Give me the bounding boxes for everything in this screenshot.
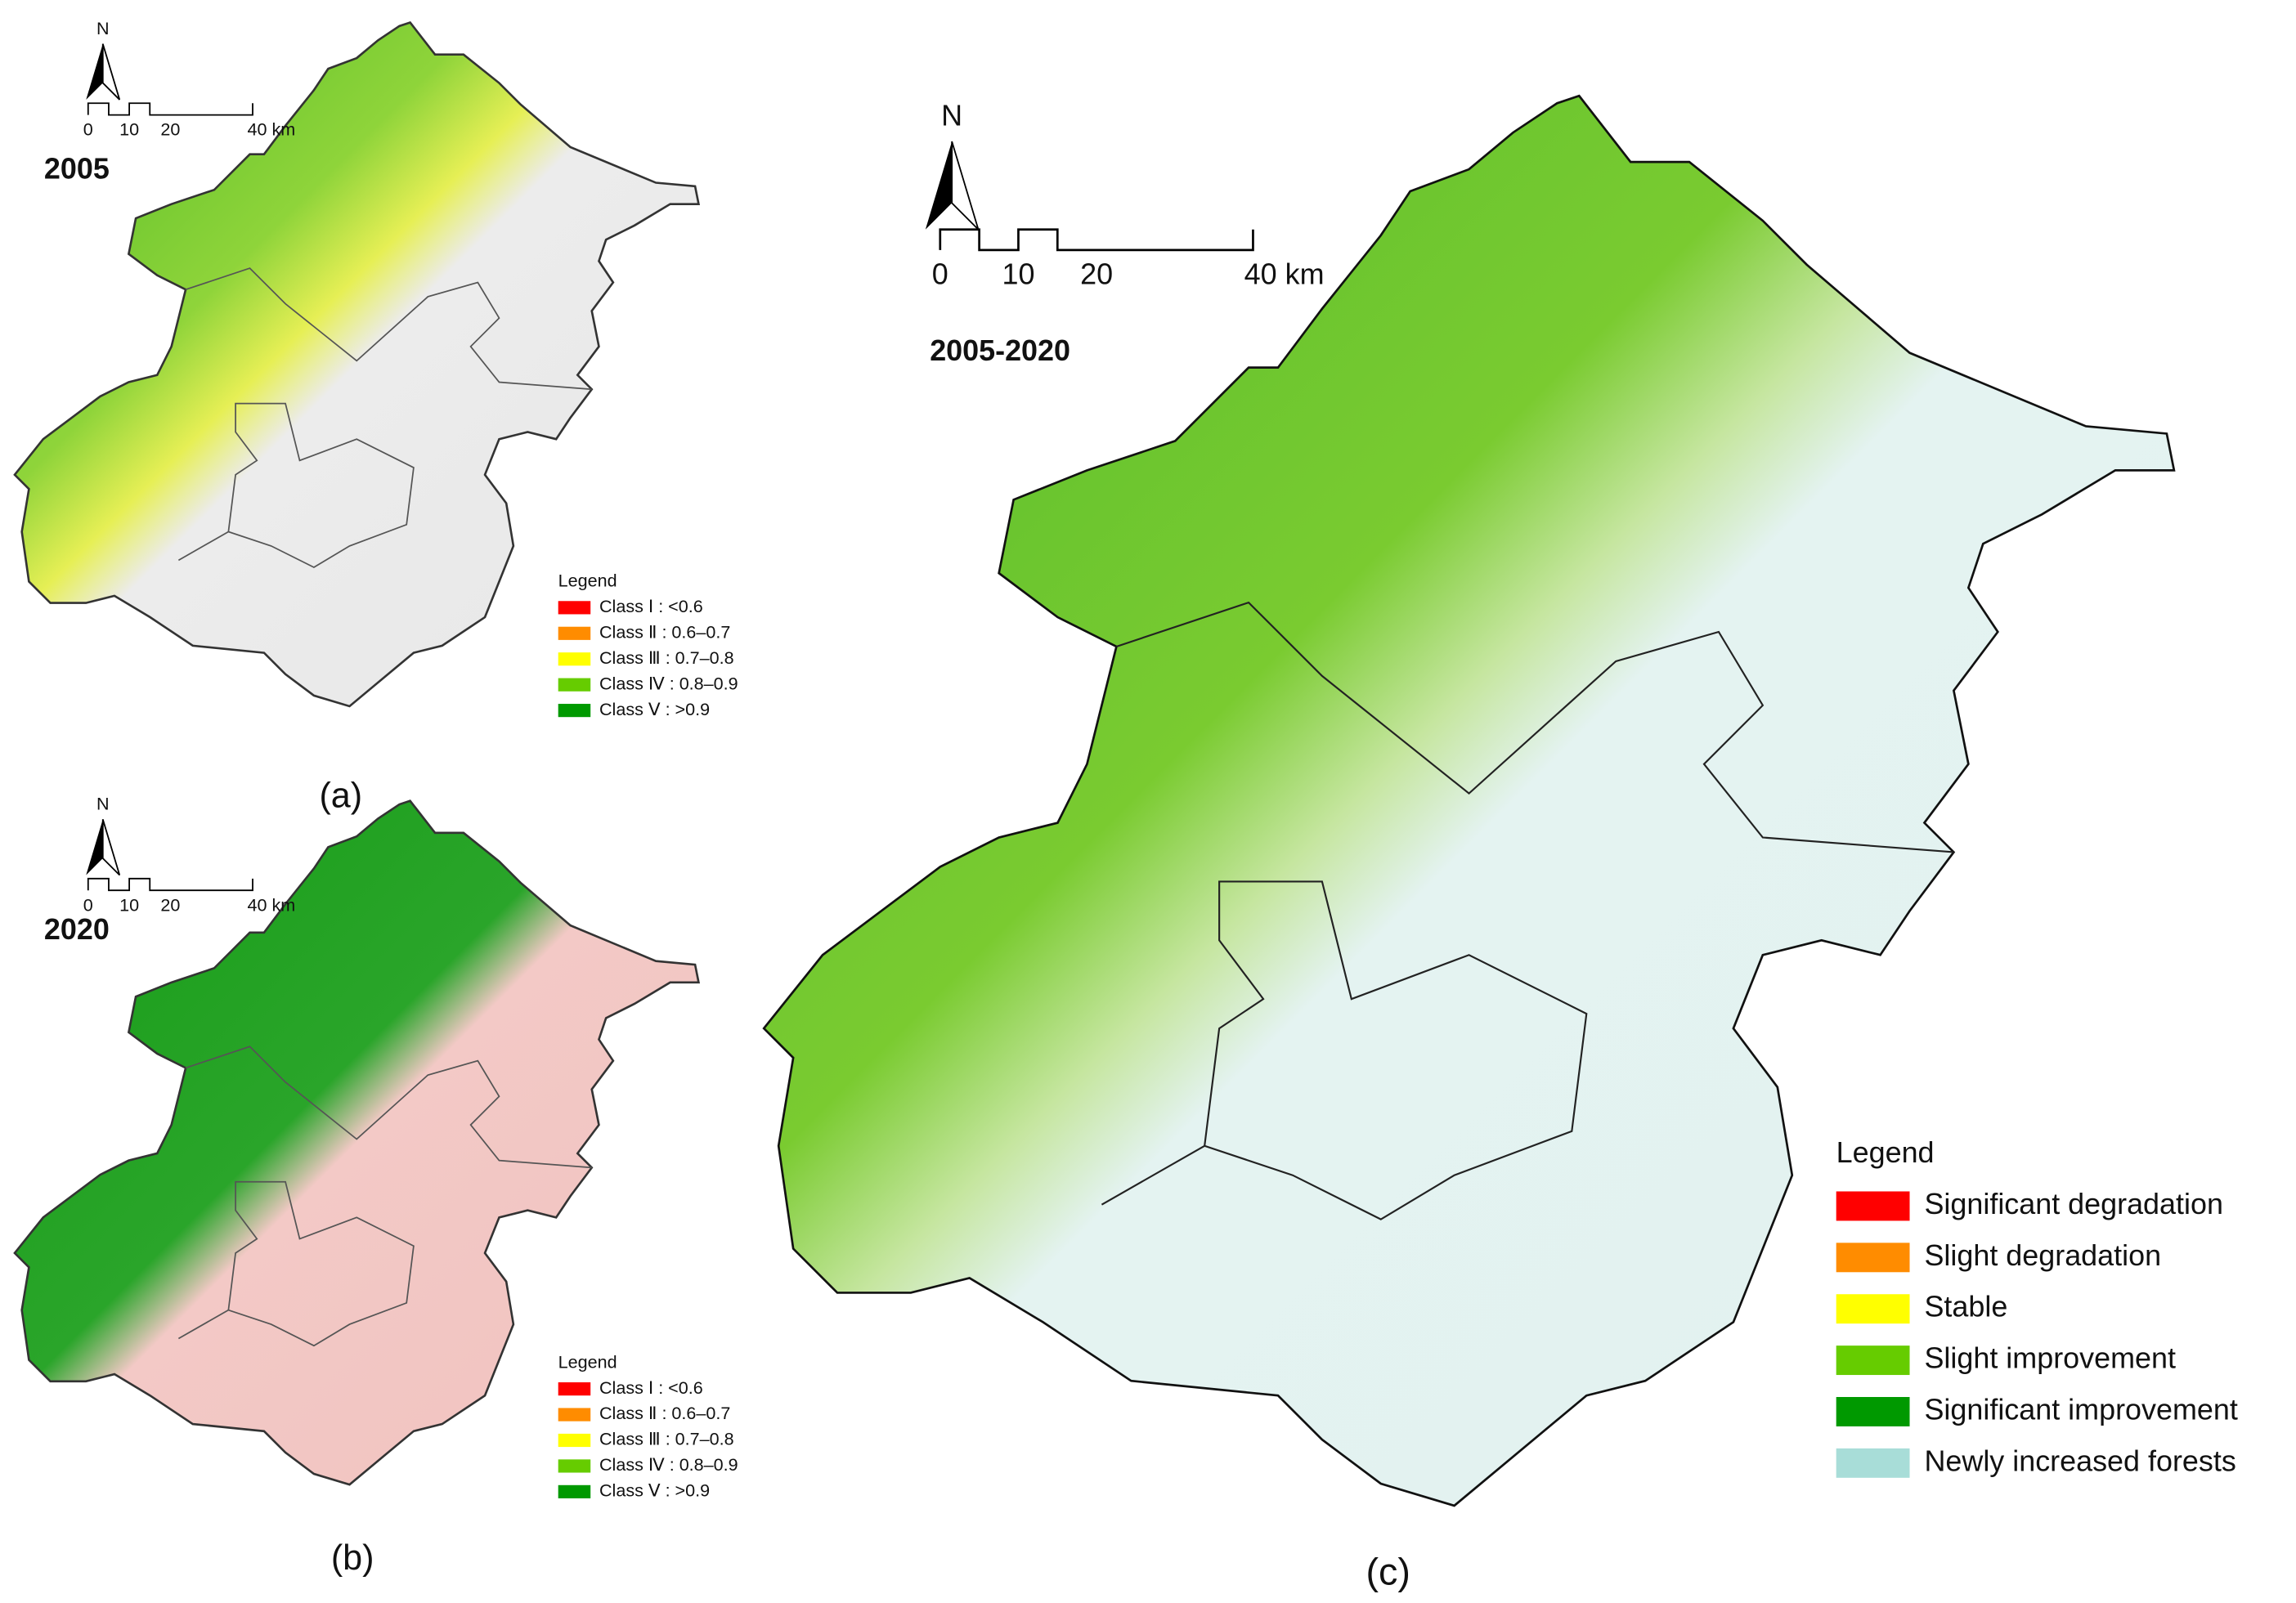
- legend-title: Legend: [558, 1351, 617, 1372]
- legend-swatch: [558, 704, 591, 718]
- legend-label: Significant degradation: [1924, 1187, 2222, 1220]
- legend-label: Slight improvement: [1924, 1341, 2175, 1375]
- legend-swatch: [558, 1408, 591, 1422]
- scale-label: 20: [1080, 257, 1113, 291]
- north-arrow-left: [86, 819, 103, 875]
- legend-label: Class Ⅲ : 0.7–0.8: [599, 1429, 734, 1449]
- scale-label: 0: [932, 257, 948, 291]
- legend-label: Class Ⅴ : >0.9: [599, 699, 710, 719]
- north-arrow-left: [925, 141, 953, 230]
- legend-swatch: [558, 626, 591, 640]
- legend-label: Class Ⅳ : 0.8–0.9: [599, 673, 738, 693]
- region-shape: [13, 21, 700, 708]
- scale-label: 20: [160, 119, 180, 140]
- region-shape: [13, 799, 700, 1486]
- legend-swatch: [558, 1382, 591, 1396]
- scale-bar: [87, 877, 253, 892]
- legend-swatch: [1836, 1191, 1910, 1221]
- legend-title: Legend: [1836, 1135, 1935, 1169]
- legend-swatch: [558, 601, 591, 615]
- legend-label: Class Ⅴ : >0.9: [599, 1480, 710, 1501]
- legend-label: Newly increased forests: [1924, 1444, 2235, 1477]
- scale-label: 0: [83, 894, 93, 915]
- legend-swatch: [558, 1484, 591, 1498]
- scale-bar: [87, 102, 253, 116]
- legend-swatch: [558, 1459, 591, 1473]
- scale-label: 40 km: [248, 894, 296, 915]
- scale-label: 40 km: [1244, 257, 1325, 291]
- map-year: 2005-2020: [930, 334, 1070, 367]
- legend-swatch: [558, 678, 591, 692]
- map-2020: [13, 799, 700, 1486]
- map-year: 2020: [44, 912, 110, 946]
- scale-label: 0: [83, 119, 93, 140]
- legend-swatch: [558, 1433, 591, 1448]
- legend-label: Class Ⅱ : 0.6–0.7: [599, 1403, 730, 1423]
- map-2005: [13, 21, 700, 708]
- north-label: N: [941, 99, 962, 132]
- scale-label: 10: [119, 119, 139, 140]
- legend-swatch: [1836, 1243, 1910, 1273]
- legend-label: Class Ⅱ : 0.6–0.7: [599, 621, 730, 642]
- legend-label: Slight degradation: [1924, 1238, 2161, 1272]
- scale-label: 40 km: [248, 119, 296, 140]
- legend-label: Class Ⅰ : <0.6: [599, 596, 703, 616]
- north-arrow-left: [86, 43, 103, 100]
- legend-label: Class Ⅰ : <0.6: [599, 1377, 703, 1398]
- north-label: N: [96, 794, 110, 814]
- legend-label: Class Ⅲ : 0.7–0.8: [599, 647, 734, 668]
- legend-swatch: [558, 652, 591, 666]
- scale-label: 20: [160, 894, 180, 915]
- map-year: 2005: [44, 151, 110, 185]
- scale-bar: [939, 228, 1254, 252]
- scale-label: 10: [119, 894, 139, 915]
- north-arrow-right: [101, 43, 121, 101]
- legend-label: Stable: [1924, 1290, 2007, 1323]
- legend-label: Class Ⅳ : 0.8–0.9: [599, 1454, 738, 1475]
- legend-label: Significant improvement: [1924, 1392, 2237, 1426]
- legend-swatch: [1836, 1346, 1910, 1376]
- north-arrow-right: [101, 818, 121, 876]
- north-arrow-right: [951, 141, 980, 231]
- legend-swatch: [1836, 1448, 1910, 1478]
- panel-label: (b): [331, 1538, 374, 1578]
- legend-title: Legend: [558, 571, 617, 591]
- legend-swatch: [1836, 1396, 1910, 1426]
- panel-label: (c): [1366, 1551, 1410, 1593]
- legend-swatch: [1836, 1294, 1910, 1324]
- panel-label: (a): [319, 776, 362, 815]
- north-label: N: [96, 18, 110, 38]
- scale-label: 10: [1002, 257, 1034, 291]
